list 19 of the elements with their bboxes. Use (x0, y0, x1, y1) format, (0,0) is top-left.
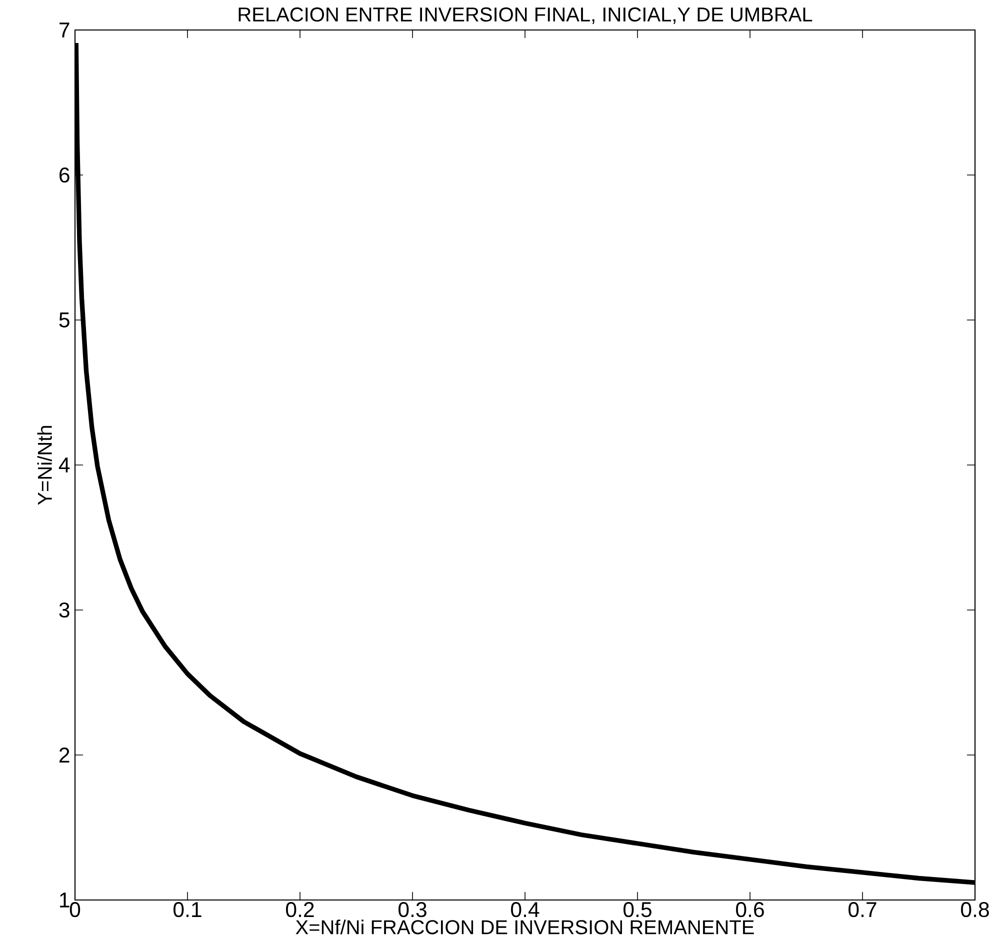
y-tick-label: 1 (60, 892, 70, 908)
x-tick-label: 0.2 (286, 902, 314, 918)
x-tick-label: 0.4 (511, 902, 540, 918)
y-tick-label: 5 (59, 312, 70, 328)
y-tick-label: 2 (59, 748, 70, 762)
x-tick-label: 0.6 (736, 902, 764, 918)
y-axis-title: Y=Ni/Nth (37, 426, 52, 505)
x-tick-label: 0.3 (398, 902, 426, 918)
x-tick-label: 0.5 (624, 902, 652, 918)
y-tick-label: 4 (58, 458, 70, 472)
x-tick-label: 0.1 (174, 902, 202, 918)
x-axis-title: X=Nf/Ni FRACCION DE INVERSION REMANENTE (296, 920, 754, 934)
x-tick-label: 0.8 (961, 902, 989, 918)
y-tick-label: 6 (60, 167, 70, 183)
chart-title: RELACION ENTRE INVERSION FINAL, INICIAL,Y DE UMBRAL (238, 7, 812, 24)
y-tick-label: 7 (60, 22, 70, 38)
y-tick-label: 3 (59, 602, 70, 618)
x-tick-label: 0.7 (848, 902, 876, 918)
x-tick-label: 0 (70, 902, 80, 918)
